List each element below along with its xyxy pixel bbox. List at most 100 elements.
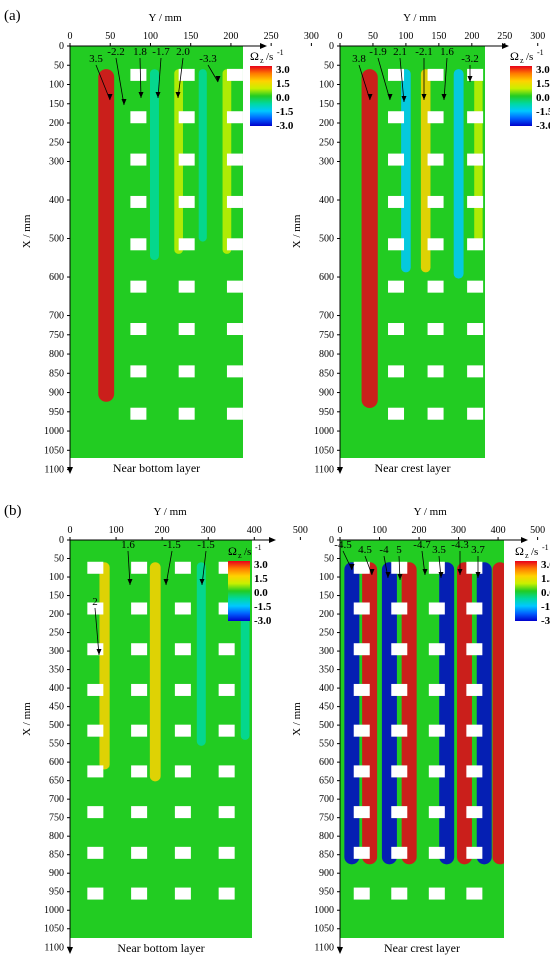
- obstacle-block: [388, 323, 405, 336]
- colorbar-label: 3.0: [541, 559, 550, 571]
- y-tick-label: 100: [319, 572, 334, 583]
- obstacle-block: [467, 195, 484, 208]
- obstacle-block: [466, 683, 483, 696]
- colorbar-title-unit: /s: [531, 546, 538, 558]
- obstacle-block: [427, 365, 444, 378]
- x-tick-label: 500: [530, 525, 545, 536]
- x-axis-arrow: [502, 43, 509, 49]
- colorbar-label: 1.5: [541, 573, 550, 585]
- obstacle-block: [428, 846, 445, 859]
- obstacle-block: [131, 724, 148, 737]
- y-tick-label: 700: [319, 794, 334, 805]
- colorbar-title: Ω: [250, 49, 259, 63]
- obstacle-block: [131, 643, 148, 656]
- y-tick-label: 600: [49, 272, 64, 283]
- colorbar-label: 0.0: [536, 92, 550, 104]
- x-tick-label: 500: [293, 525, 308, 536]
- y-axis-title: X / mm: [21, 214, 33, 248]
- colorbar-title-sup: -1: [537, 48, 544, 57]
- vorticity-band: [453, 69, 464, 279]
- annotation-arrowhead: [475, 572, 481, 578]
- annotation-arrowhead: [121, 99, 127, 105]
- y-tick-label: 900: [49, 388, 64, 399]
- obstacle-block: [427, 68, 444, 81]
- obstacle-block: [218, 846, 235, 859]
- obstacle-block: [466, 887, 483, 900]
- obstacle-block: [178, 407, 195, 420]
- obstacle-block: [87, 561, 104, 574]
- y-tick-label: 450: [319, 702, 334, 713]
- obstacle-block: [467, 280, 484, 293]
- annotation-arrowhead: [387, 94, 393, 100]
- annotation-arrowhead: [175, 92, 181, 98]
- obstacle-block: [130, 68, 147, 81]
- obstacle-block: [391, 683, 408, 696]
- obstacle-block: [226, 323, 243, 336]
- obstacle-block: [178, 365, 195, 378]
- obstacle-block: [466, 602, 483, 615]
- y-tick-label: 200: [49, 118, 64, 129]
- colorbar-bar: [250, 66, 272, 126]
- annotation-label: 3.7: [471, 544, 485, 556]
- obstacle-block: [428, 602, 445, 615]
- y-tick-label: 350: [49, 665, 64, 676]
- annotation-label: -2.1: [415, 46, 432, 58]
- vorticity-band: [362, 562, 378, 865]
- y-tick-label: 1050: [44, 445, 64, 456]
- colorbar-title-sub: z: [260, 56, 264, 65]
- y-tick-label: 250: [319, 137, 334, 148]
- obstacle-block: [388, 68, 405, 81]
- vorticity-band: [456, 562, 472, 865]
- annotation-label: 1.6: [121, 539, 135, 551]
- x-tick-label: 400: [247, 525, 262, 536]
- obstacle-block: [174, 643, 191, 656]
- x-tick-label: 100: [372, 525, 387, 536]
- annotation-label: -3.3: [199, 53, 217, 65]
- obstacle-block: [226, 153, 243, 166]
- obstacle-block: [466, 806, 483, 819]
- vorticity-band: [381, 562, 397, 865]
- annotation-arrowhead: [367, 94, 373, 100]
- x-tick-label: 100: [398, 31, 413, 42]
- annotation-arrow: [94, 607, 100, 656]
- obstacle-block: [218, 643, 235, 656]
- obstacle-block: [353, 683, 370, 696]
- obstacle-block: [87, 683, 104, 696]
- obstacle-block: [87, 765, 104, 778]
- obstacle-block: [391, 806, 408, 819]
- y-tick-label: 950: [319, 887, 334, 898]
- colorbar-title-sub: z: [238, 551, 242, 560]
- x-tick-label: 300: [304, 31, 319, 42]
- obstacle-block: [428, 561, 445, 574]
- obstacle-block: [130, 365, 147, 378]
- y-tick-label: 100: [49, 80, 64, 91]
- annotation-arrowhead: [349, 564, 355, 570]
- y-tick-label: 850: [49, 368, 64, 379]
- obstacle-block: [427, 407, 444, 420]
- annotation-arrowhead: [385, 572, 391, 578]
- y-tick-label: 750: [319, 813, 334, 824]
- obstacle-block: [131, 683, 148, 696]
- y-tick-label: 300: [49, 157, 64, 168]
- annotation-label: -1.5: [197, 539, 215, 551]
- y-tick-label: 900: [49, 868, 64, 879]
- x-tick-label: 100: [143, 31, 158, 42]
- obstacle-block: [178, 111, 195, 124]
- obstacle-block: [174, 724, 191, 737]
- obstacle-block: [388, 238, 405, 251]
- vorticity-band: [401, 562, 417, 865]
- y-tick-label: 300: [319, 157, 334, 168]
- x-tick-label: 150: [431, 31, 446, 42]
- annotation-label: 3.5: [89, 53, 103, 65]
- x-tick-label: 200: [223, 31, 238, 42]
- y-tick-label: 250: [49, 137, 64, 148]
- obstacle-block: [178, 153, 195, 166]
- annotation-label: 1.8: [133, 46, 147, 58]
- annotation-arrowhead: [96, 649, 102, 655]
- obstacle-block: [218, 887, 235, 900]
- obstacle-block: [427, 153, 444, 166]
- annotation-arrow: [207, 64, 219, 83]
- y-tick-label: 1050: [314, 924, 334, 935]
- x-axis-arrow: [260, 43, 267, 49]
- y-tick-label: 300: [319, 646, 334, 657]
